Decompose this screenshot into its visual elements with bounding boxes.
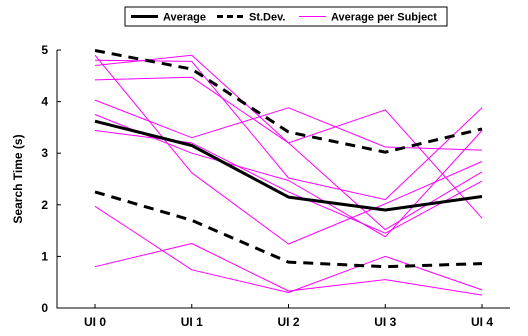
legend-label-3: Average per Subject — [331, 12, 437, 24]
x-tick-label: UI 0 — [84, 315, 106, 329]
stdev-upper-line — [94, 49, 483, 154]
subject-line-5 — [94, 114, 483, 238]
x-tick-label: UI 1 — [181, 315, 203, 329]
x-tick-label: UI 4 — [471, 315, 493, 329]
y-tick-label: 1 — [41, 249, 48, 263]
subject-line-8 — [94, 205, 483, 293]
subject-line-9 — [94, 243, 483, 296]
subject-line-4 — [94, 99, 483, 151]
subject-line-6 — [94, 130, 483, 234]
x-tick-label: UI 2 — [277, 315, 299, 329]
y-tick-label: 4 — [41, 95, 48, 109]
axes-layer: 0 1 2 3 4 5 UI 0 UI 1 UI 2 UI 3 UI 4 Search Time (s… — [11, 43, 510, 329]
subject-line-7 — [94, 54, 483, 245]
y-tick-label: 3 — [41, 146, 48, 160]
y-tick-label: 5 — [41, 43, 48, 57]
average-line — [94, 119, 483, 212]
y-tick-label: 2 — [41, 198, 48, 212]
stdev-lower-line — [94, 190, 483, 269]
y-tick-label: 0 — [41, 301, 48, 315]
legend-label-2: St.Dev. — [249, 12, 285, 24]
legend-box — [124, 6, 448, 27]
y-axis-title: Search Time (s) — [11, 134, 25, 223]
subject-line-3 — [94, 76, 483, 231]
x-tick-label: UI 3 — [374, 315, 396, 329]
legend-label-1: Average — [163, 12, 206, 24]
subject-line-1 — [94, 59, 483, 201]
legend: Average St.Dev. Average per Subject — [124, 6, 448, 27]
series-layer — [94, 49, 483, 296]
